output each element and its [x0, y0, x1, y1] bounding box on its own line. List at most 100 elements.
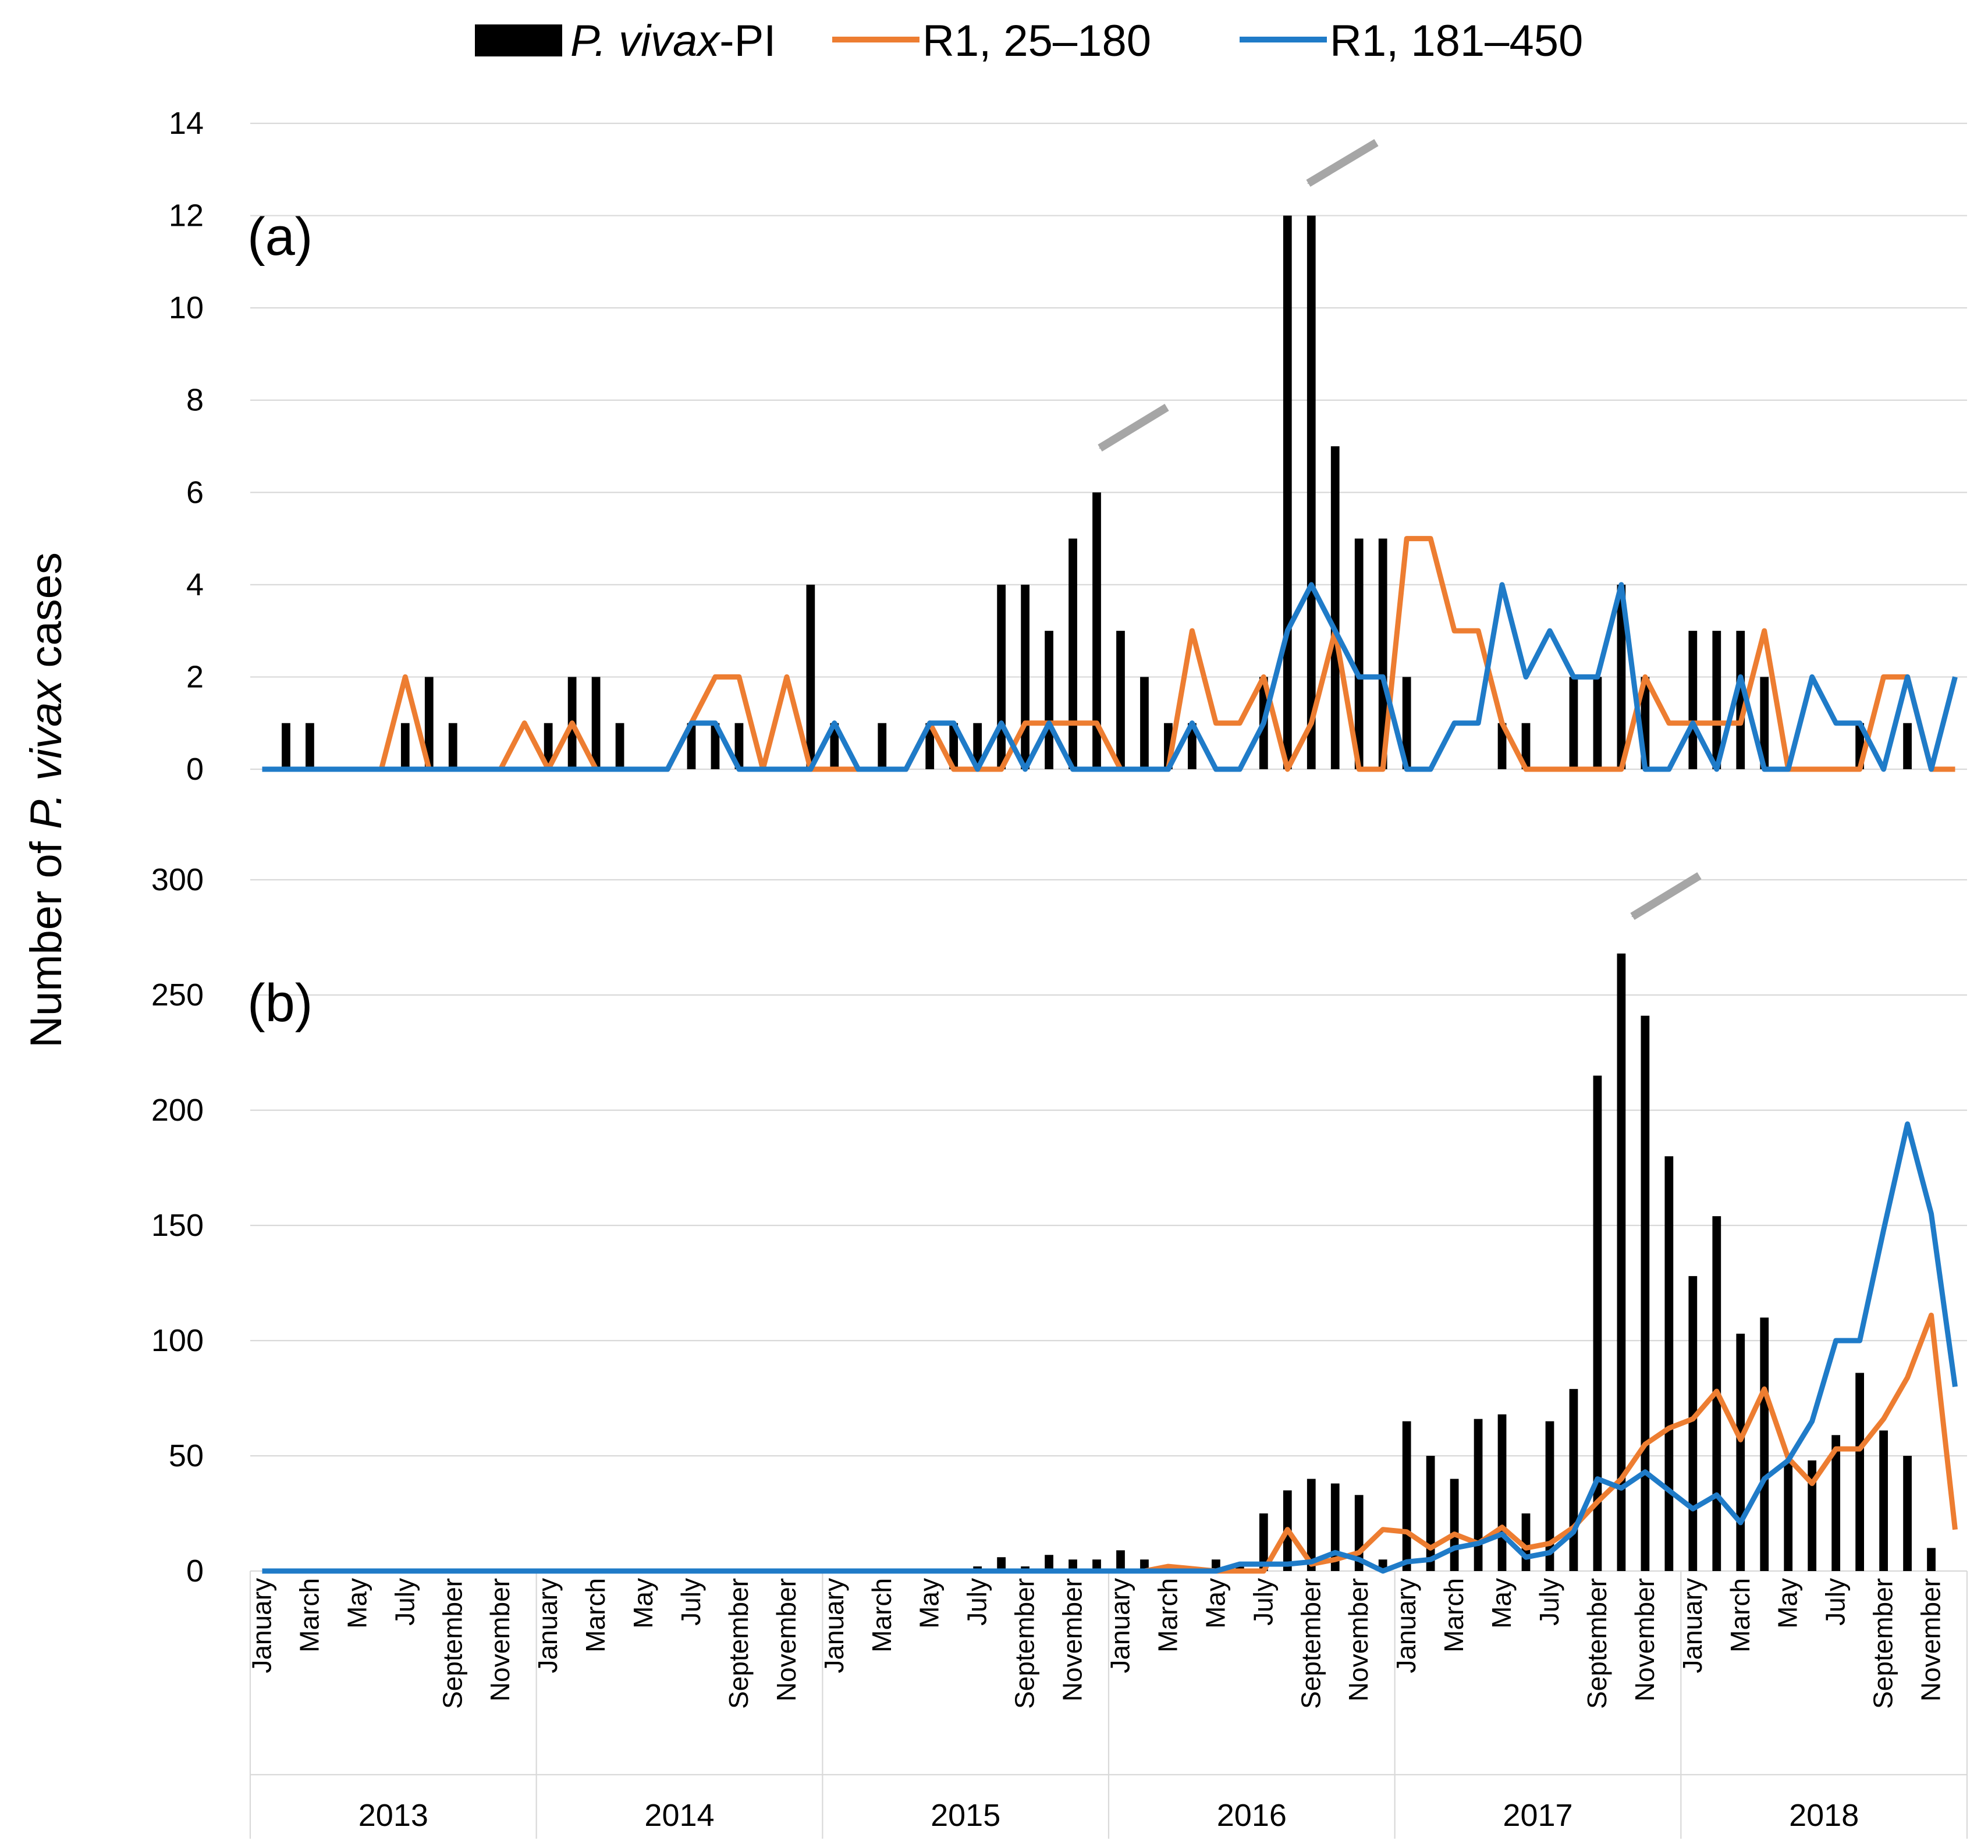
bar-a-28	[925, 723, 935, 769]
bar-a-55	[1569, 677, 1578, 769]
bar-a-48	[1402, 677, 1411, 769]
bar-a-36	[1116, 631, 1125, 769]
x-year-label: 2013	[358, 1798, 428, 1833]
x-tick-label: January	[1105, 1578, 1135, 1673]
bar-a-52	[1497, 723, 1507, 769]
x-tick-label: September	[1868, 1578, 1898, 1709]
bar-a-30	[973, 723, 982, 769]
bar-a-33	[1045, 631, 1053, 769]
x-tick-label: January	[247, 1578, 277, 1673]
panel-label-b: (b)	[247, 973, 313, 1033]
bar-a-8	[448, 723, 457, 769]
bar-a-39	[1188, 723, 1197, 769]
bar-b-66	[1831, 1435, 1841, 1571]
annotation-arrow-a-2015	[1098, 404, 1169, 452]
bar-b-31	[997, 1557, 1006, 1571]
bar-a-2	[306, 723, 314, 769]
bar-b-56	[1593, 1075, 1602, 1571]
bar-a-18	[687, 723, 696, 769]
y-tick-label-a: 12	[169, 198, 204, 233]
bar-a-62	[1736, 631, 1745, 769]
x-tick-label: March	[867, 1578, 897, 1652]
legend-series2-label: R1, 181–450	[1330, 16, 1583, 66]
bar-a-14	[591, 677, 601, 769]
bar-a-69	[1903, 723, 1912, 769]
bar-a-37	[1140, 677, 1149, 769]
x-tick-label: January	[1391, 1578, 1421, 1673]
bar-b-62	[1736, 1334, 1745, 1571]
bar-b-70	[1927, 1548, 1936, 1571]
bar-b-35	[1092, 1559, 1101, 1571]
bar-a-63	[1760, 677, 1769, 769]
bar-a-44	[1307, 215, 1316, 770]
y-tick-label-b: 50	[169, 1438, 204, 1473]
bar-a-47	[1378, 538, 1387, 769]
x-tick-label: January	[819, 1578, 849, 1673]
bar-a-20	[734, 723, 744, 769]
bar-a-43	[1283, 215, 1292, 770]
x-tick-label: November	[1057, 1578, 1088, 1701]
bar-b-49	[1426, 1456, 1435, 1571]
bar-b-50	[1450, 1479, 1459, 1571]
x-tick-label: January	[532, 1578, 563, 1673]
legend-bar-swatch	[475, 24, 562, 56]
x-tick-label: September	[1582, 1578, 1612, 1709]
y-tick-label-a: 8	[186, 383, 204, 418]
x-tick-label: May	[1486, 1578, 1517, 1629]
bar-b-60	[1688, 1276, 1698, 1571]
bar-b-55	[1569, 1389, 1578, 1571]
bar-a-15	[615, 723, 624, 769]
x-year-label: 2014	[644, 1798, 714, 1833]
x-tick-label: September	[1295, 1578, 1326, 1709]
bar-b-59	[1664, 1156, 1674, 1571]
x-year-label: 2017	[1503, 1798, 1572, 1833]
x-tick-label: July	[962, 1578, 992, 1626]
bar-a-61	[1712, 631, 1721, 769]
annotation-arrow-a-2016	[1306, 138, 1379, 187]
x-tick-label: May	[1773, 1578, 1803, 1629]
y-tick-label-b: 300	[151, 862, 204, 897]
bar-b-36	[1116, 1550, 1125, 1571]
series-line-b-2	[262, 1121, 1958, 1574]
x-tick-label: May	[1200, 1578, 1230, 1629]
bar-b-67	[1855, 1373, 1864, 1571]
x-tick-label: July	[1248, 1578, 1278, 1626]
y-tick-label-b: 200	[151, 1093, 204, 1128]
bar-a-57	[1617, 584, 1626, 769]
bar-a-24	[830, 723, 839, 769]
x-year-label: 2018	[1789, 1798, 1859, 1833]
bar-a-6	[400, 723, 410, 769]
x-tick-label: March	[294, 1578, 324, 1652]
series-line-a-1	[262, 536, 1955, 772]
y-tick-label-a: 10	[169, 290, 204, 325]
y-tick-label-a: 0	[186, 752, 204, 787]
bar-b-54	[1545, 1421, 1554, 1571]
bar-b-44	[1307, 1479, 1316, 1571]
y-tick-label-b: 250	[151, 978, 204, 1012]
bar-a-34	[1068, 538, 1077, 769]
y-tick-label-b: 0	[186, 1554, 204, 1588]
y-tick-label-a: 2	[186, 659, 204, 694]
bar-b-63	[1760, 1317, 1769, 1571]
bar-b-45	[1330, 1483, 1340, 1571]
y-tick-label-a: 14	[169, 106, 204, 141]
bar-b-58	[1641, 1015, 1650, 1571]
bar-b-52	[1497, 1414, 1507, 1571]
bar-a-7	[424, 677, 434, 769]
series-line-a-2	[262, 582, 1958, 772]
y-tick-label-a: 4	[186, 567, 204, 602]
bar-b-51	[1474, 1419, 1483, 1571]
legend-bar-label: P. vivax-PI	[570, 16, 776, 66]
y-tick-label-a: 6	[186, 475, 204, 510]
legend-series1-label: R1, 25–180	[922, 16, 1151, 66]
x-tick-label: March	[1725, 1578, 1755, 1652]
y-axis-label: Number of P. vivax cases	[22, 552, 71, 1048]
bar-b-42	[1259, 1513, 1268, 1571]
x-tick-label: September	[1010, 1578, 1040, 1709]
x-tick-label: November	[485, 1578, 515, 1701]
bar-a-19	[711, 723, 720, 769]
x-tick-label: January	[1677, 1578, 1707, 1673]
x-tick-label: November	[771, 1578, 801, 1701]
bar-a-26	[878, 723, 887, 769]
